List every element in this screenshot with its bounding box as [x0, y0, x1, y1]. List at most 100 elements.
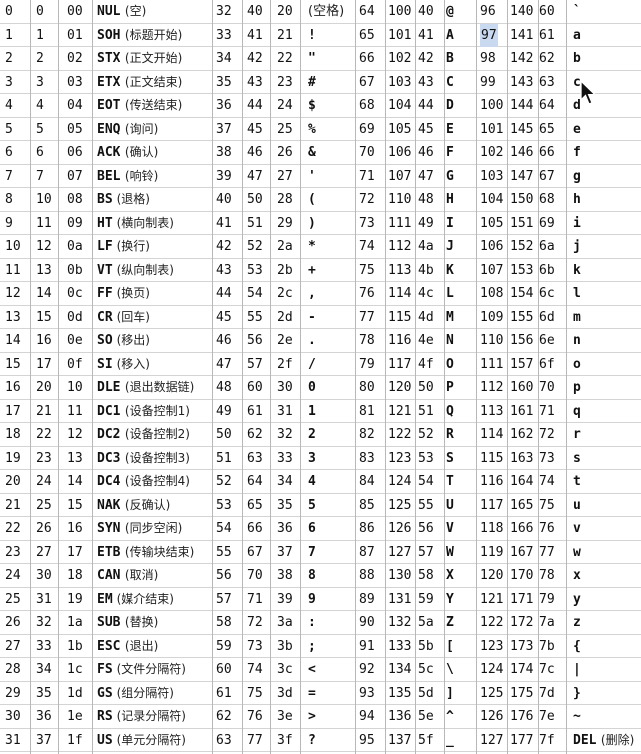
- table-row: 117 165 75 u: [476, 494, 641, 517]
- table-row: 33 41 21!: [212, 24, 355, 47]
- char-cell: 2: [308, 427, 316, 442]
- char-cell: n: [573, 333, 581, 348]
- hex-cell: 16: [67, 521, 83, 536]
- table-row: 46 56 2e.: [212, 329, 355, 353]
- hex-cell: 00: [67, 4, 83, 19]
- grid-line: [212, 0, 213, 754]
- decimal-cell: 79: [359, 356, 375, 372]
- hex-cell: 5d: [418, 685, 434, 701]
- decimal-cell: 7: [5, 168, 13, 184]
- char-cell: q: [573, 403, 581, 419]
- decimal-cell: 41: [216, 215, 232, 231]
- table-row: 0 0 00 NUL (空): [0, 0, 212, 24]
- description-cell: (设备控制2): [124, 427, 190, 441]
- octal-cell: 21: [36, 403, 52, 419]
- hex-cell: 05: [67, 121, 83, 137]
- table-row: 103 147 67 g: [476, 165, 641, 188]
- grid-line: [444, 0, 445, 754]
- octal-cell: 7: [36, 168, 44, 184]
- char-cell: t: [573, 474, 581, 489]
- decimal-cell: 65: [359, 27, 375, 43]
- octal-cell: 65: [247, 497, 263, 513]
- description-cell: (移入): [116, 356, 150, 371]
- octal-cell: 117: [388, 356, 412, 372]
- hex-cell: 4c: [418, 286, 434, 301]
- hex-cell: 3b: [277, 638, 293, 654]
- hex-cell: 57: [418, 544, 434, 560]
- octal-cell: 173: [510, 638, 534, 654]
- octal-cell: 145: [510, 121, 534, 137]
- grid-line: [270, 0, 271, 754]
- hex-cell: 7a: [539, 615, 555, 630]
- decimal-cell: 96: [480, 4, 496, 19]
- decimal-cell: 108: [480, 286, 504, 301]
- char-cell: ,: [308, 286, 316, 301]
- hex-cell: 58: [418, 568, 434, 583]
- decimal-cell: 71: [359, 168, 375, 184]
- octal-cell: 61: [247, 403, 263, 419]
- table-row: 12 14 0c FF (换页): [0, 282, 212, 306]
- octal-cell: 104: [388, 98, 412, 113]
- octal-cell: 64: [247, 474, 263, 489]
- table-row: 22 26 16 SYN (同步空闲): [0, 517, 212, 541]
- grid-line: [476, 0, 477, 754]
- hex-cell: 2e: [277, 333, 293, 348]
- hex-cell: 65: [539, 121, 555, 137]
- char-cell: x: [573, 568, 581, 583]
- hex-cell: 52: [418, 427, 434, 442]
- decimal-cell: 77: [359, 309, 375, 325]
- decimal-cell: 0: [5, 4, 13, 19]
- char-cell: E: [446, 121, 454, 137]
- decimal-cell: 95: [359, 732, 375, 748]
- octal-cell: 50: [247, 192, 263, 207]
- description-cell: (文件分隔符): [116, 662, 186, 676]
- mouse-pointer-icon: [580, 79, 598, 110]
- char-cell: DC3: [97, 450, 121, 466]
- decimal-cell: 59: [216, 638, 232, 654]
- octal-cell: 174: [510, 662, 534, 677]
- description-cell: (退出): [124, 638, 159, 653]
- char-cell: Q: [446, 403, 454, 419]
- octal-cell: 163: [510, 450, 534, 466]
- char-cell: SUB: [97, 615, 121, 630]
- char-cell: 9: [308, 591, 316, 607]
- octal-cell: 152: [510, 239, 534, 254]
- decimal-cell: 72: [359, 192, 375, 207]
- table-row: 40 50 28 (: [212, 188, 355, 212]
- char-cell: r: [573, 427, 581, 442]
- description-cell: (传送结束): [124, 98, 183, 112]
- octal-cell: 132: [388, 615, 412, 630]
- char-cell: <: [308, 662, 316, 677]
- hex-cell: 1f: [67, 732, 83, 748]
- hex-cell: 45: [418, 121, 434, 137]
- char-cell: ): [308, 215, 316, 231]
- hex-cell: 36: [277, 521, 293, 536]
- hex-cell: 47: [418, 168, 434, 184]
- decimal-cell: 82: [359, 427, 375, 442]
- char-cell: U: [446, 497, 454, 513]
- grid-line: [385, 0, 386, 754]
- octal-cell: 67: [247, 544, 263, 560]
- description-cell: (纵向制表): [116, 262, 174, 277]
- hex-cell: 6a: [539, 239, 555, 254]
- table-row: 30 36 1e RS (记录分隔符): [0, 705, 212, 729]
- decimal-cell: 98: [480, 51, 496, 66]
- char-cell: |: [573, 662, 581, 677]
- char-cell: w: [573, 544, 581, 560]
- description-cell: (设备控制4): [124, 474, 190, 488]
- char-cell: STX: [97, 51, 121, 66]
- table-row: 88 130 58 X: [355, 564, 476, 588]
- octal-cell: 176: [510, 709, 534, 724]
- description-cell: (标题开始): [124, 27, 183, 42]
- octal-cell: 143: [510, 74, 534, 90]
- description-cell: (记录分隔符): [116, 709, 186, 723]
- char-cell: (空格): [308, 4, 345, 19]
- char-cell: SO: [97, 333, 113, 348]
- octal-cell: 137: [388, 732, 412, 748]
- hex-cell: 39: [277, 591, 293, 607]
- grid-line: [30, 0, 31, 754]
- octal-cell: 134: [388, 662, 412, 677]
- table-row: 5 5 05 ENQ (询问): [0, 118, 212, 141]
- hex-cell: 6c: [539, 286, 555, 301]
- char-cell: 7: [308, 544, 316, 560]
